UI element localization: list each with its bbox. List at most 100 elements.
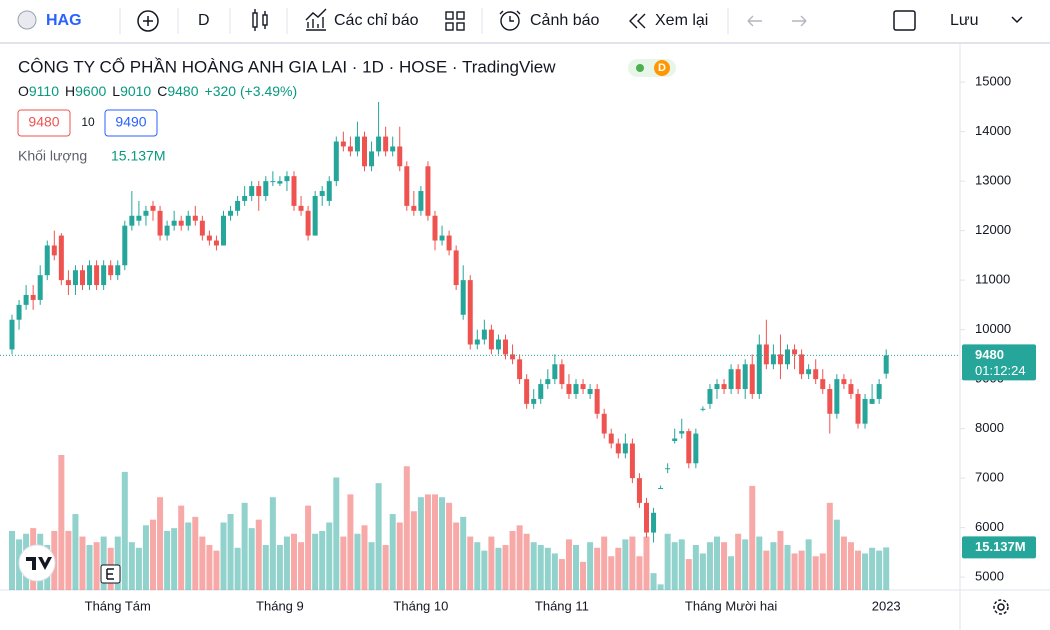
volume-bar — [79, 536, 86, 590]
volume-bar — [594, 547, 601, 590]
volume-bar — [721, 542, 728, 590]
volume-bar — [432, 494, 438, 590]
candle-body — [735, 369, 741, 390]
volume-bar — [276, 545, 283, 590]
volume-layer — [9, 455, 890, 590]
volume-bar — [262, 545, 269, 590]
volume-bar — [333, 477, 340, 590]
candle-body — [185, 215, 191, 226]
candle-body — [143, 210, 149, 216]
replay-icon[interactable] — [629, 13, 646, 29]
save-dropdown[interactable] — [1011, 16, 1023, 24]
volume-bar — [368, 542, 375, 590]
volume-bar — [460, 516, 467, 590]
volume-bar — [509, 530, 516, 590]
alerts-button[interactable]: Cảnh báo — [530, 12, 599, 29]
interval[interactable]: D — [198, 12, 210, 29]
candle-body — [164, 225, 170, 236]
volume-bar — [185, 522, 192, 590]
volume-last-box — [962, 536, 1036, 559]
candle-body — [291, 176, 297, 206]
volume-bar — [312, 533, 319, 590]
buy-box[interactable] — [104, 109, 158, 137]
chart-type-button[interactable] — [252, 9, 268, 31]
candle-body — [679, 431, 685, 434]
candle-body — [65, 280, 71, 286]
volume-bar — [326, 522, 333, 590]
candle-body — [383, 136, 389, 152]
symbol-logo — [17, 10, 37, 30]
volume-bar — [439, 497, 446, 590]
redo-button[interactable] — [792, 15, 807, 27]
layout-button[interactable] — [893, 10, 916, 31]
delay-badge-text: D — [658, 62, 666, 74]
candle-body — [876, 384, 882, 399]
change: +320 (+3.49%) — [205, 83, 298, 99]
volume-bar — [728, 556, 735, 590]
candle-body — [834, 379, 840, 414]
volume-bar — [305, 505, 312, 590]
candle-body — [178, 220, 184, 226]
volume-bar — [812, 556, 819, 590]
candle-body — [115, 265, 121, 276]
volume-bar — [615, 547, 622, 590]
candle-body — [707, 389, 713, 404]
candle-body — [347, 146, 353, 152]
replay-button[interactable]: Xem lại — [655, 12, 708, 29]
settings-button[interactable] — [993, 599, 1009, 615]
candle-body — [524, 379, 530, 404]
save-button[interactable]: Lưu — [950, 12, 979, 29]
price-tick-label: 5000 — [975, 569, 1004, 584]
price-tick-label: 7000 — [975, 470, 1004, 485]
candle-body — [460, 280, 466, 315]
volume-bar — [128, 542, 135, 590]
candle-body — [559, 364, 565, 385]
candle-body — [841, 379, 847, 385]
sell-box[interactable] — [17, 109, 71, 137]
templates-button[interactable] — [445, 11, 465, 31]
candle-body — [869, 398, 875, 404]
price-tick-label: 13000 — [975, 173, 1011, 188]
indicators-button[interactable]: Các chỉ báo — [334, 12, 419, 29]
toolbar — [0, 0, 1050, 42]
volume-bar — [855, 550, 861, 590]
candle-body — [354, 136, 360, 152]
candle-body — [298, 205, 304, 211]
volume-bar — [269, 497, 276, 590]
volume-bar — [474, 542, 481, 590]
price-tick-label: 12000 — [975, 222, 1011, 237]
volume-bar — [93, 542, 100, 590]
volume-bar — [784, 545, 791, 590]
candle-body — [665, 468, 671, 470]
volume-bar — [283, 536, 290, 590]
volume-bar — [840, 536, 847, 590]
candle-body — [439, 235, 445, 241]
volume-bar — [833, 519, 840, 590]
volume-bar — [178, 505, 185, 590]
candle-body — [87, 265, 93, 286]
volume-bar — [523, 533, 530, 590]
volume-bar — [629, 536, 636, 590]
candle-body — [538, 384, 544, 399]
candle-body — [848, 384, 854, 394]
tv-logo[interactable] — [18, 544, 56, 582]
volume-bar — [100, 536, 107, 590]
undo-button[interactable] — [747, 15, 762, 27]
volume-bar — [714, 536, 720, 590]
compare-button[interactable] — [137, 10, 159, 32]
price-tick-label: 10000 — [975, 321, 1011, 336]
candle-body — [813, 369, 819, 380]
volume-bar — [819, 553, 826, 590]
volume-bar — [643, 536, 650, 590]
volume-bar — [424, 494, 431, 590]
candle-body — [326, 181, 332, 201]
ohlc-key: O — [18, 83, 29, 99]
candle-body — [397, 146, 403, 167]
volume-bar — [678, 539, 685, 590]
symbol[interactable]: HAG — [46, 12, 82, 29]
volume-legend-value: 15.137M — [111, 148, 165, 164]
events-icon — [106, 568, 114, 580]
alert-icon[interactable] — [499, 10, 521, 31]
indicators-icon[interactable] — [305, 8, 327, 31]
